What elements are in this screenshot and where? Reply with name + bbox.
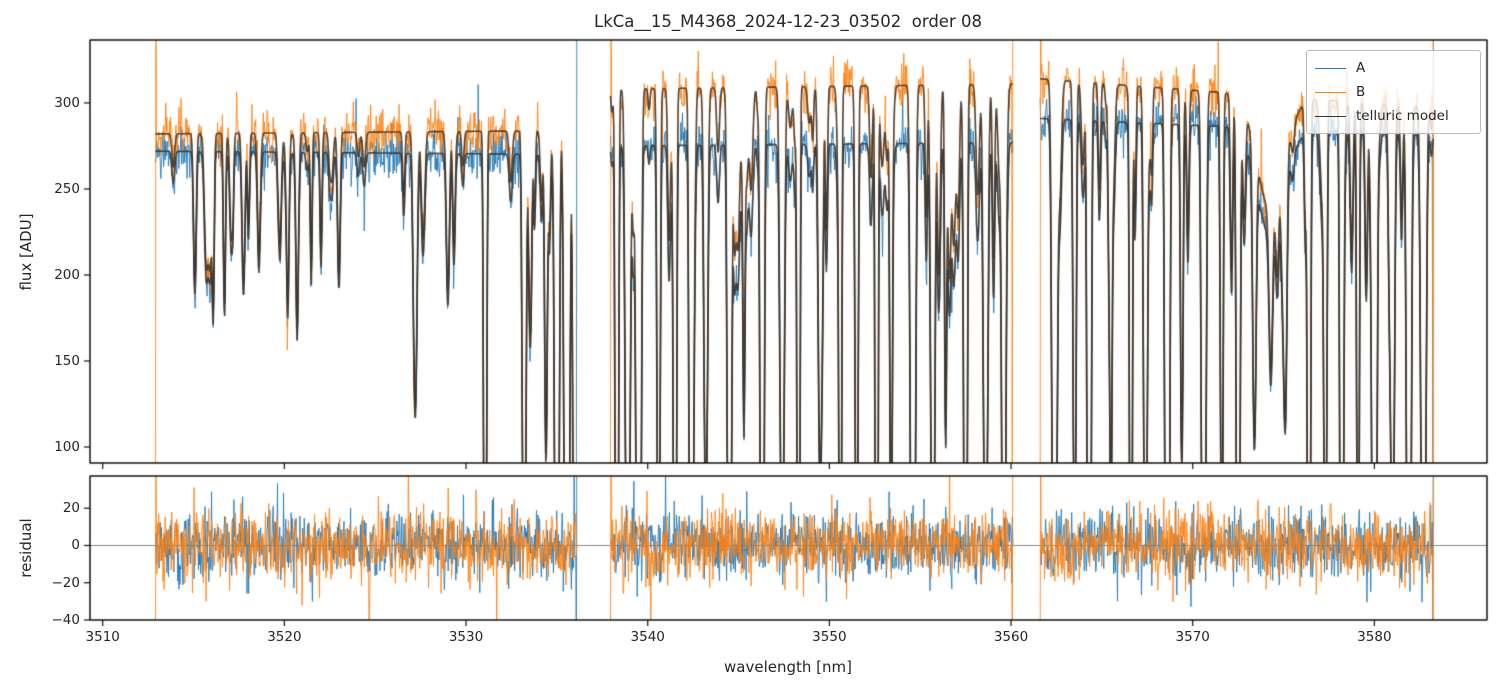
legend-label-b: B (1356, 84, 1366, 100)
legend: A B telluric model (1306, 50, 1481, 134)
flux-y-tick-label-300: 300 (54, 94, 80, 111)
legend-line-sample-telluric (1315, 115, 1346, 117)
flux-y-tick-label-100: 100 (54, 439, 80, 455)
legend-line-sample-b (1315, 91, 1346, 93)
x-tick-label-3520: 3520 (267, 629, 302, 645)
flux-y-tick-label-150: 150 (54, 352, 80, 369)
plot-title: LkCa__15_M4368_2024-12-23_03502 order 08 (594, 12, 982, 31)
flux-y-tick-label-200: 200 (54, 266, 80, 283)
flux-y-tick-label-250: 250 (54, 180, 80, 197)
residual-y-tick-label--20: −20 (51, 574, 81, 591)
legend-entry-b: B (1315, 80, 1472, 104)
legend-entry-a: A (1315, 56, 1472, 80)
y-axis-label-residual: residual (17, 518, 35, 578)
x-axis-label: wavelength [nm] (724, 658, 852, 676)
x-tick-label-3560: 3560 (993, 629, 1029, 645)
x-tick-label-3550: 3550 (812, 629, 847, 645)
legend-entry-telluric-model: telluric model (1315, 104, 1472, 128)
legend-label-a: A (1356, 60, 1366, 76)
legend-label-telluric: telluric model (1356, 108, 1449, 124)
residual-y-tick-label--40: −40 (51, 612, 81, 628)
x-tick-label-3580: 3580 (1357, 629, 1392, 645)
x-tick-label-3540: 3540 (630, 629, 665, 645)
residual-y-tick-label-20: 20 (62, 500, 80, 517)
y-axis-label-flux: flux [ADU] (17, 213, 35, 291)
legend-line-sample-a (1315, 67, 1346, 69)
x-tick-label-3510: 3510 (85, 629, 120, 645)
x-tick-label-3530: 3530 (448, 629, 484, 645)
residual-y-tick-label-0: 0 (71, 537, 80, 554)
x-tick-label-3570: 3570 (1175, 629, 1210, 645)
